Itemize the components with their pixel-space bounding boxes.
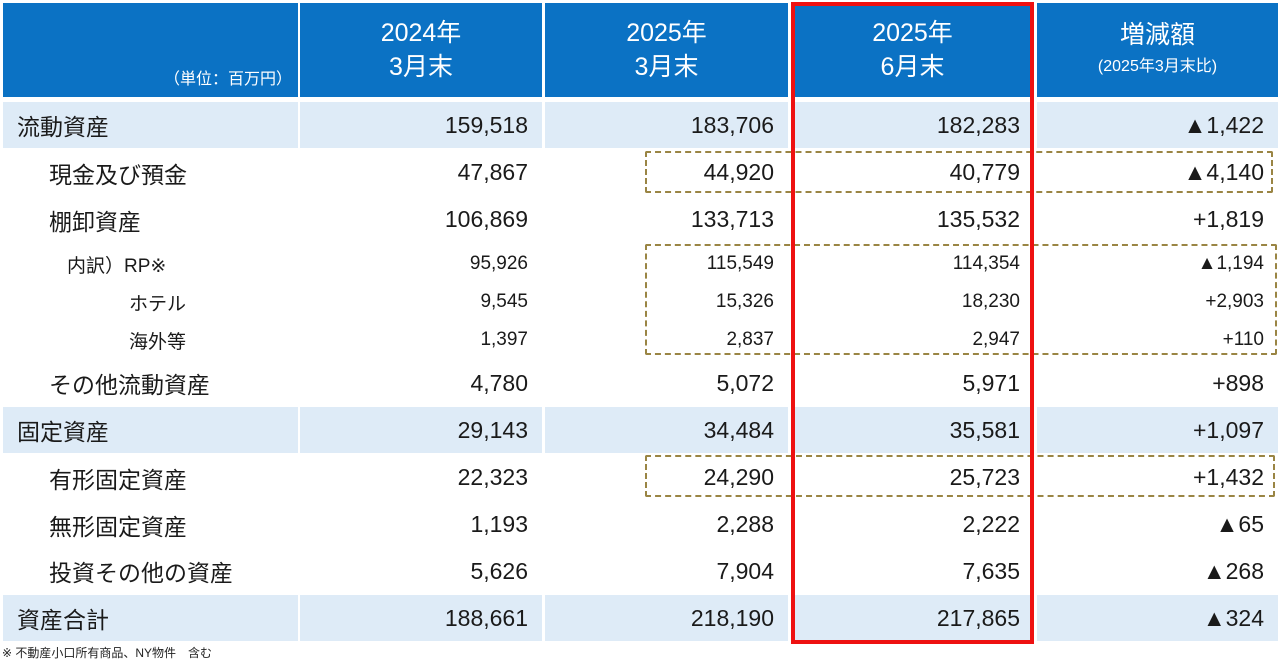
value-2025-03: 115,549 bbox=[706, 253, 774, 274]
table-row-current-assets: 流動資産 159,518 183,706 182,283 ▲1,422 bbox=[0, 102, 1280, 148]
value-2025-06: 35,581 bbox=[791, 407, 1034, 453]
row-label: 海外等 bbox=[129, 331, 187, 353]
value-change: ▲65 bbox=[1215, 511, 1264, 537]
column-header-change: 増減額 (2025年3月末比) bbox=[1037, 3, 1278, 97]
value-2025-06: 182,283 bbox=[791, 102, 1034, 148]
row-label: 有形固定資産 bbox=[49, 466, 187, 493]
value-2025-03: 34,484 bbox=[545, 407, 788, 453]
value-2025-06: 40,779 bbox=[949, 159, 1020, 185]
value-2024-03: 1,397 bbox=[480, 329, 528, 350]
dashed-highlight-breakdown bbox=[645, 244, 1277, 355]
unit-header-cell: （単位：百万円） bbox=[3, 3, 298, 97]
value-2025-06: 5,971 bbox=[962, 369, 1020, 396]
value-change: ▲1,194 bbox=[1197, 253, 1264, 274]
value-change: +898 bbox=[1212, 369, 1264, 396]
unit-label: （単位：百万円） bbox=[163, 71, 292, 88]
table-row-investments-other: 投資その他の資産 5,626 7,904 7,635 ▲268 bbox=[0, 548, 1280, 594]
value-2025-06: 135,532 bbox=[936, 206, 1020, 232]
value-change: ▲268 bbox=[1202, 557, 1264, 584]
table-row-other-current-assets: その他流動資産 4,780 5,072 5,971 +898 bbox=[0, 360, 1280, 406]
value-2025-03: 7,904 bbox=[716, 557, 774, 584]
row-label: その他流動資産 bbox=[49, 372, 210, 398]
row-label: 内訳）RP※ bbox=[67, 255, 167, 277]
table-row-fixed-assets: 固定資産 29,143 34,484 35,581 +1,097 bbox=[0, 407, 1280, 453]
table-header: （単位：百万円） 2024年 3月末 2025年 3月末 2025年 6月末 増… bbox=[0, 0, 1280, 100]
table-row-breakdown-overseas: 海外等 1,397 2,837 2,947 +110 bbox=[0, 321, 1280, 359]
row-label: 無形固定資産 bbox=[49, 513, 187, 540]
row-label: ホテル bbox=[129, 293, 187, 315]
value-2024-03: 4,780 bbox=[470, 369, 528, 396]
value-change: +1,819 bbox=[1193, 206, 1264, 232]
row-label: 投資その他の資産 bbox=[49, 560, 233, 586]
value-2024-03: 5,626 bbox=[470, 557, 528, 584]
value-2025-03: 218,190 bbox=[545, 595, 788, 641]
row-label: 固定資産 bbox=[3, 407, 298, 453]
table-row-breakdown-hotel: ホテル 9,545 15,326 18,230 +2,903 bbox=[0, 283, 1280, 321]
value-2024-03: 106,869 bbox=[444, 206, 528, 232]
table-row-inventory: 棚卸資産 106,869 133,713 135,532 +1,819 bbox=[0, 196, 1280, 243]
value-2024-03: 29,143 bbox=[300, 407, 542, 453]
value-change: ▲4,140 bbox=[1183, 159, 1264, 185]
value-2025-06: 217,865 bbox=[791, 595, 1034, 641]
value-2024-03: 9,545 bbox=[480, 291, 528, 312]
value-2025-03: 44,920 bbox=[703, 159, 774, 185]
row-label: 棚卸資産 bbox=[49, 208, 141, 235]
value-change: ▲324 bbox=[1037, 595, 1278, 641]
table-row-tangible-fixed-assets: 有形固定資産 22,323 24,290 25,723 +1,432 bbox=[0, 454, 1280, 501]
value-2025-06: 2,947 bbox=[972, 329, 1020, 350]
row-label: 流動資産 bbox=[3, 102, 298, 148]
value-2025-06: 18,230 bbox=[961, 291, 1020, 312]
footnote: ※ 不動産小口所有商品、NY物件 含む bbox=[2, 646, 213, 660]
table-row-breakdown-rp: 内訳）RP※ 95,926 115,549 114,354 ▲1,194 bbox=[0, 245, 1280, 283]
value-2024-03: 22,323 bbox=[457, 464, 528, 490]
value-2024-03: 1,193 bbox=[470, 511, 528, 537]
value-2025-03: 24,290 bbox=[703, 464, 774, 490]
value-2024-03: 159,518 bbox=[300, 102, 542, 148]
value-2024-03: 95,926 bbox=[469, 253, 528, 274]
value-2025-03: 2,288 bbox=[716, 511, 774, 537]
column-header-2025-06: 2025年 6月末 bbox=[791, 3, 1034, 97]
value-2025-03: 133,713 bbox=[690, 206, 774, 232]
value-2024-03: 188,661 bbox=[300, 595, 542, 641]
value-change: +110 bbox=[1222, 329, 1264, 350]
dashed-highlight-tangible bbox=[645, 455, 1275, 497]
value-change: +2,903 bbox=[1205, 291, 1264, 312]
column-header-2024-03: 2024年 3月末 bbox=[300, 3, 542, 97]
table-row-cash: 現金及び預金 47,867 44,920 40,779 ▲4,140 bbox=[0, 149, 1280, 196]
table-row-intangible-fixed-assets: 無形固定資産 1,193 2,288 2,222 ▲65 bbox=[0, 501, 1280, 548]
value-2024-03: 47,867 bbox=[457, 159, 528, 185]
value-change: +1,097 bbox=[1037, 407, 1278, 453]
latest-column-highlight-frame bbox=[791, 2, 1034, 644]
value-2025-03: 2,837 bbox=[726, 329, 774, 350]
column-header-2025-03: 2025年 3月末 bbox=[545, 3, 788, 97]
value-2025-06: 114,354 bbox=[952, 253, 1020, 274]
value-2025-03: 15,326 bbox=[715, 291, 774, 312]
value-2025-06: 2,222 bbox=[962, 511, 1020, 537]
row-label: 現金及び預金 bbox=[49, 161, 187, 188]
value-2025-03: 183,706 bbox=[545, 102, 788, 148]
dashed-highlight-cash bbox=[645, 151, 1273, 193]
row-label: 資産合計 bbox=[3, 595, 298, 641]
table-row-total-assets: 資産合計 188,661 218,190 217,865 ▲324 bbox=[0, 595, 1280, 641]
value-change: ▲1,422 bbox=[1037, 102, 1278, 148]
value-2025-03: 5,072 bbox=[716, 369, 774, 396]
value-2025-06: 7,635 bbox=[962, 557, 1020, 584]
value-change: +1,432 bbox=[1193, 464, 1264, 490]
value-2025-06: 25,723 bbox=[949, 464, 1020, 490]
